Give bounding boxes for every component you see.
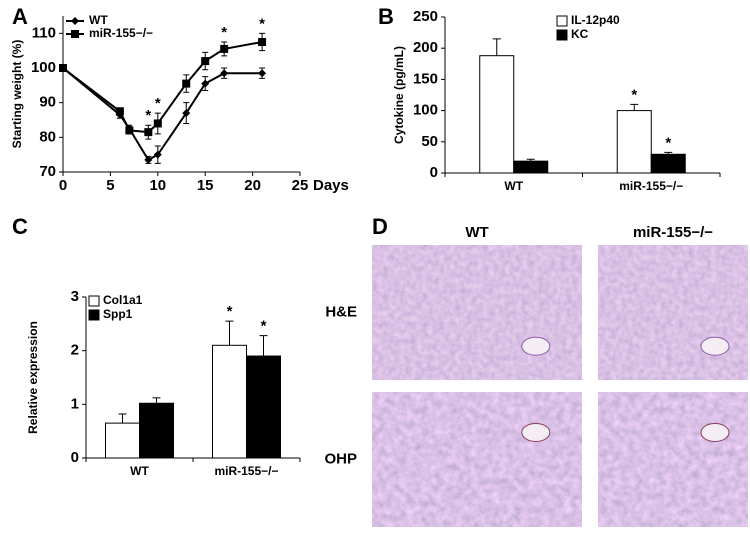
x-tick-label: 20 — [244, 177, 261, 194]
significance: * — [261, 318, 267, 335]
y-tick-label: 0 — [71, 449, 79, 466]
y-tick-label: 70 — [39, 163, 56, 180]
y-tick-label: 250 — [413, 8, 438, 25]
bar — [616, 110, 652, 174]
marker — [153, 150, 162, 159]
legend-label: Col1a1 — [103, 293, 143, 307]
panel-letter: D — [372, 214, 388, 239]
bar — [246, 355, 281, 459]
marker — [144, 128, 153, 137]
marker — [201, 57, 210, 66]
legend-marker — [71, 30, 79, 38]
significance: * — [155, 95, 161, 112]
y-tick-label: 3 — [71, 288, 79, 305]
legend-label: miR-155−/− — [89, 26, 153, 40]
x-tick-label: 0 — [59, 177, 67, 194]
marker — [220, 44, 229, 53]
x-tick-label: 5 — [106, 177, 114, 194]
y-tick-label: 200 — [413, 39, 438, 56]
airway — [521, 423, 551, 442]
bar — [105, 422, 140, 459]
legend-label: Spp1 — [103, 307, 133, 321]
legend-label: WT — [89, 13, 108, 27]
y-tick-label: 110 — [32, 24, 56, 41]
marker — [182, 79, 191, 88]
bar — [139, 402, 174, 459]
column-label: miR-155−/− — [633, 224, 713, 241]
y-axis-label: Starting weight (%) — [10, 40, 24, 149]
series-line — [62, 41, 263, 134]
y-tick-label: 1 — [71, 395, 79, 412]
x-tick-label: WT — [130, 464, 149, 478]
x-tick-label: 15 — [197, 177, 214, 194]
series-line — [62, 67, 263, 162]
significance: * — [227, 303, 233, 320]
bar — [479, 55, 515, 174]
marker — [182, 109, 191, 118]
significance: * — [665, 134, 671, 151]
y-axis-label: Relative expression — [26, 321, 40, 434]
significance: * — [631, 86, 637, 103]
legend-label: KC — [571, 27, 589, 41]
airway — [521, 336, 551, 356]
legend-swatch — [88, 295, 100, 307]
panel-letter: B — [378, 4, 394, 29]
significance: * — [221, 24, 227, 41]
significance: * — [259, 15, 265, 32]
marker — [201, 79, 210, 88]
y-tick-label: 90 — [39, 94, 56, 111]
error-bar — [630, 103, 639, 111]
legend-label: IL-12p40 — [571, 13, 620, 27]
marker — [220, 69, 229, 78]
airway — [700, 423, 730, 442]
y-tick-label: 80 — [39, 128, 56, 145]
y-tick-label: 100 — [31, 59, 56, 76]
x-tick-label: 25 — [292, 177, 309, 194]
error-bar — [492, 38, 501, 56]
panel-letter: A — [12, 4, 28, 29]
marker — [59, 64, 67, 72]
marker — [258, 38, 267, 46]
histology-image — [598, 392, 748, 527]
error-bar — [152, 397, 161, 404]
column-label: WT — [465, 224, 488, 241]
marker — [115, 107, 124, 116]
marker — [144, 155, 153, 164]
error-bar — [118, 413, 127, 424]
y-tick-label: 2 — [71, 342, 79, 359]
x-tick-label: WT — [504, 179, 523, 193]
marker — [153, 119, 162, 128]
marker — [125, 126, 134, 135]
error-bar — [259, 335, 268, 357]
y-tick-label: 100 — [413, 102, 438, 119]
significance: * — [145, 107, 151, 124]
y-tick-label: 0 — [430, 164, 438, 181]
y-tick-label: 150 — [413, 70, 438, 87]
legend-swatch — [556, 29, 568, 41]
row-label: H&E — [325, 303, 357, 320]
marker — [258, 69, 267, 78]
x-tick-label: 10 — [149, 177, 166, 194]
histology-image — [598, 245, 748, 380]
x-tick-label: miR-155−/− — [214, 464, 278, 478]
histology-image — [372, 245, 582, 380]
bar — [212, 344, 247, 459]
bar — [650, 153, 686, 174]
y-tick-label: 50 — [421, 133, 438, 150]
panel-letter: C — [12, 214, 28, 239]
error-bar — [225, 320, 234, 346]
legend-swatch — [556, 15, 568, 27]
legend-swatch — [88, 309, 100, 321]
legend-marker — [71, 17, 79, 25]
x-axis-label: Days — [313, 177, 349, 194]
row-label: OHP — [324, 450, 357, 467]
y-axis-label: Cytokine (pg/mL) — [392, 46, 406, 144]
histology-image — [372, 392, 582, 527]
bar — [513, 160, 549, 174]
x-tick-label: miR-155−/− — [619, 179, 683, 193]
airway — [700, 336, 730, 356]
